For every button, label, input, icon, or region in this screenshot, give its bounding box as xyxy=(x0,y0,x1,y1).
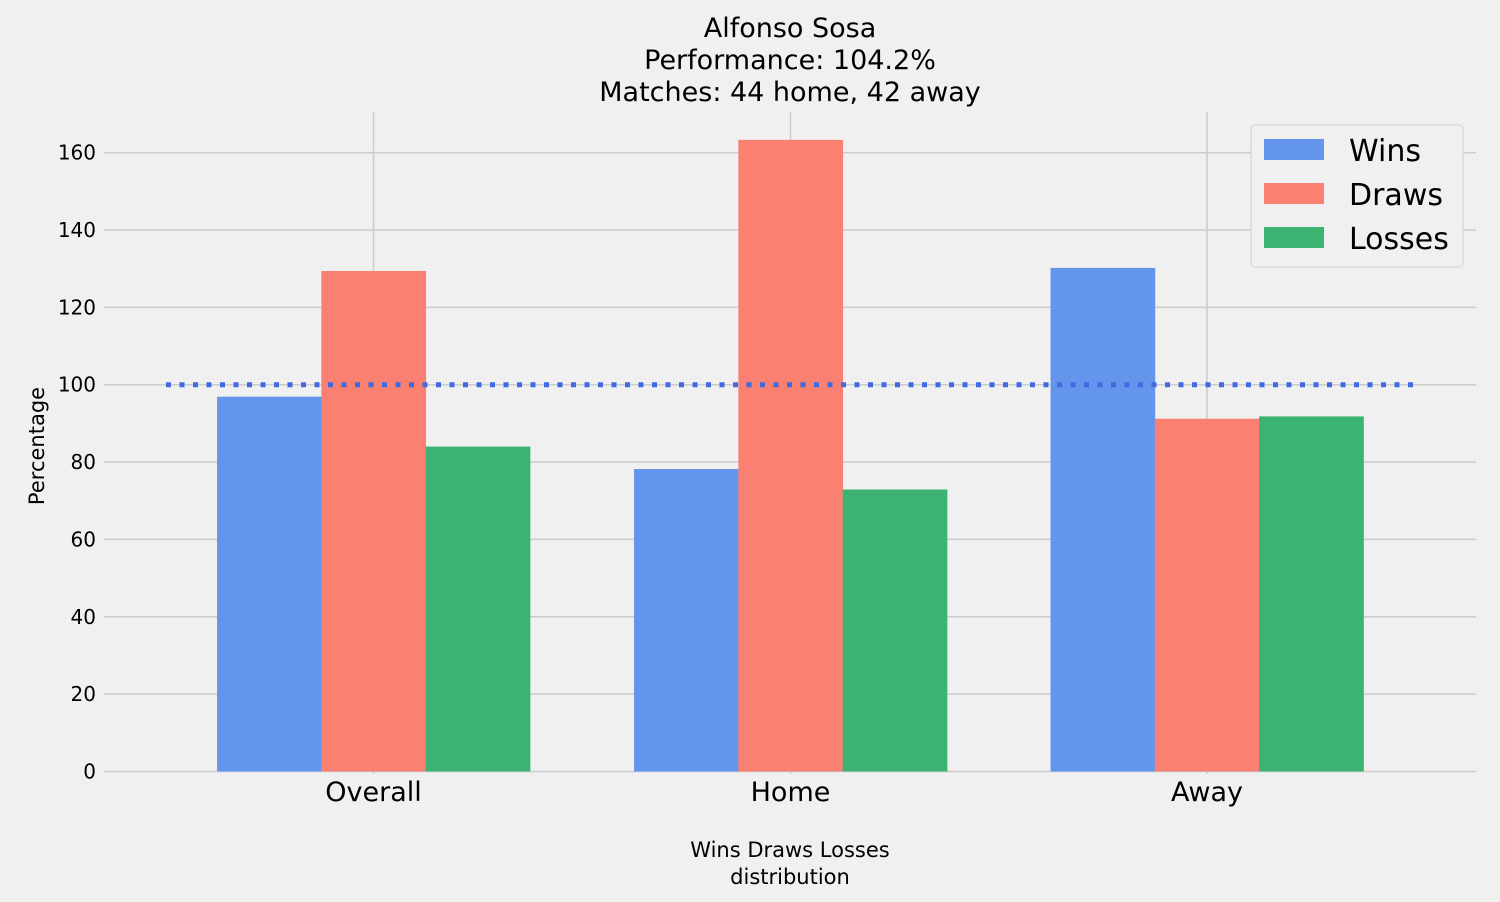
legend-label-draws: Draws xyxy=(1349,178,1443,213)
bar-losses-away xyxy=(1259,416,1364,772)
legend: Wins Draws Losses xyxy=(1250,124,1464,268)
y-axis-label: Percentage xyxy=(25,387,49,505)
y-tick-label-160: 160 xyxy=(58,141,96,165)
y-ticks: 0 20 40 60 80 100 120 140 160 xyxy=(58,141,96,784)
chart-title-line-3: Matches: 44 home, 42 away xyxy=(599,77,981,108)
legend-swatch-wins xyxy=(1264,139,1324,160)
bar-draws-home xyxy=(738,139,844,772)
y-tick-label-120: 120 xyxy=(58,295,96,319)
bar-losses-overall xyxy=(425,446,531,772)
y-tick-label-0: 0 xyxy=(83,760,96,784)
bars xyxy=(217,139,1364,772)
legend-swatch-losses xyxy=(1264,227,1324,248)
bar-draws-overall xyxy=(321,270,427,772)
bar-wins-away xyxy=(1050,267,1156,772)
x-tick-label-home: Home xyxy=(751,777,831,808)
bar-draws-away xyxy=(1154,418,1260,772)
x-tick-label-overall: Overall xyxy=(325,777,422,808)
legend-label-wins: Wins xyxy=(1349,134,1421,169)
x-tick-label-away: Away xyxy=(1171,777,1243,808)
legend-label-losses: Losses xyxy=(1349,222,1449,257)
y-tick-label-20: 20 xyxy=(71,682,96,706)
y-tick-label-80: 80 xyxy=(71,450,96,474)
chart-title-line-2: Performance: 104.2% xyxy=(644,45,936,76)
bar-losses-home xyxy=(842,489,948,772)
y-tick-label-60: 60 xyxy=(71,527,96,551)
y-tick-label-100: 100 xyxy=(58,373,96,397)
x-ticks: Overall Home Away xyxy=(325,777,1243,808)
y-tick-label-40: 40 xyxy=(71,605,96,629)
y-tick-label-140: 140 xyxy=(58,218,96,242)
bar-wins-overall xyxy=(217,396,322,772)
bar-wins-home xyxy=(634,469,739,772)
x-axis-label-line-2: distribution xyxy=(730,865,850,889)
legend-swatch-draws xyxy=(1264,183,1324,204)
chart-title-line-1: Alfonso Sosa xyxy=(704,13,877,44)
x-axis-label-line-1: Wins Draws Losses xyxy=(690,838,889,862)
